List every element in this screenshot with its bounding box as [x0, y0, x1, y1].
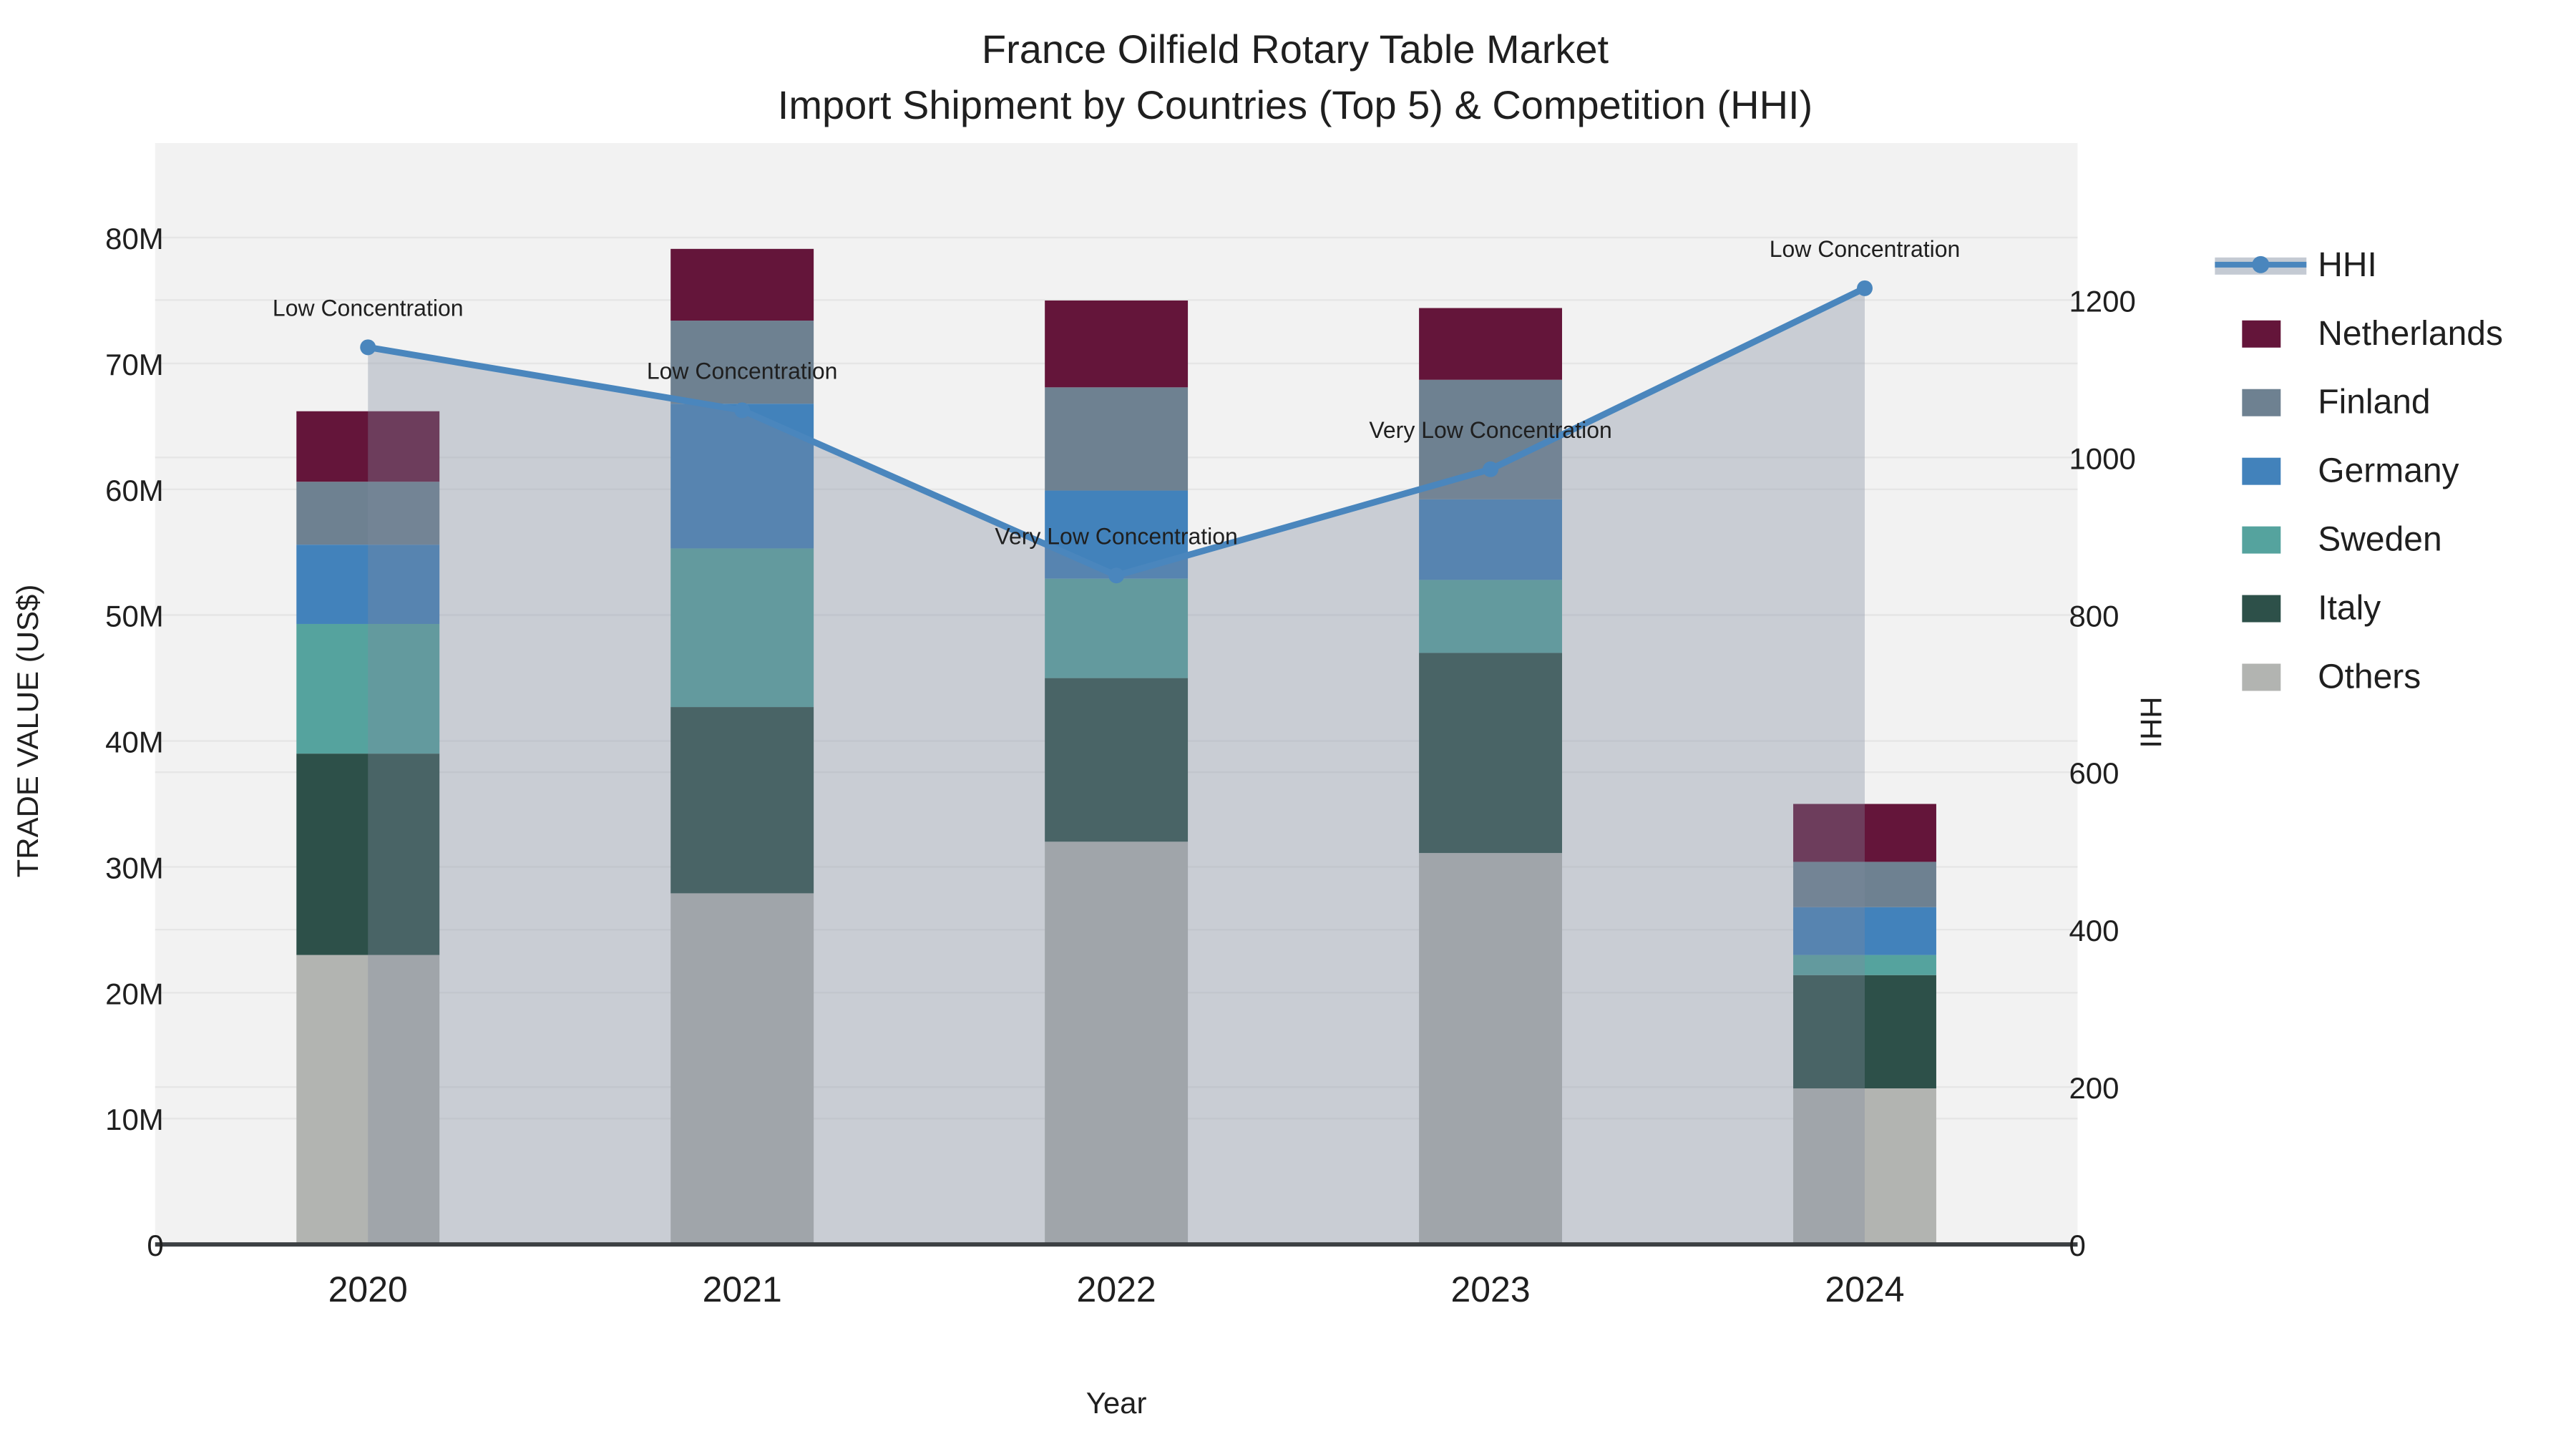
bar-segment-finland-2024[interactable] — [1793, 862, 1936, 907]
hhi-area-fill — [368, 288, 1865, 1245]
left-tick-60M: 60M — [105, 474, 164, 507]
bar-segment-others-2020[interactable] — [296, 955, 440, 1245]
left-tick-50M: 50M — [105, 600, 164, 633]
bar-segment-others-2022[interactable] — [1045, 841, 1189, 1245]
right-tick-400: 400 — [2069, 914, 2119, 947]
x-tick-2023: 2023 — [1450, 1269, 1530, 1309]
bar-segment-others-2021[interactable] — [670, 893, 814, 1245]
annotation-2020: Low Concentration — [273, 295, 464, 321]
bar-segment-netherlands-2023[interactable] — [1419, 308, 1563, 380]
annotation-2024: Low Concentration — [1770, 236, 1961, 262]
bar-segment-others-2023[interactable] — [1419, 853, 1563, 1245]
left-tick-0: 0 — [147, 1229, 163, 1262]
legend-item-others[interactable]: Others — [2242, 658, 2421, 696]
annotation-2021: Low Concentration — [647, 358, 838, 384]
legend-item-hhi[interactable]: HHI — [2215, 246, 2377, 284]
legend-label-sweden: Sweden — [2318, 521, 2441, 559]
bar-segment-netherlands-2021[interactable] — [670, 248, 814, 321]
legend: HHI Netherlands Finland Germany Sweden Italy O… — [2215, 246, 2503, 696]
right-tick-800: 800 — [2069, 599, 2119, 633]
right-tick-0: 0 — [2069, 1229, 2085, 1262]
bar-segment-finland-2020[interactable] — [296, 482, 440, 545]
right-tick-1200: 1200 — [2069, 284, 2135, 318]
bar-segment-italy-2021[interactable] — [670, 707, 814, 894]
left-tick-30M: 30M — [105, 851, 164, 884]
bar-segment-sweden-2023[interactable] — [1419, 580, 1563, 653]
right-tick-1000: 1000 — [2069, 441, 2135, 475]
bar-segment-germany-2024[interactable] — [1793, 907, 1936, 955]
legend-label-others: Others — [2318, 658, 2421, 696]
left-tick-40M: 40M — [105, 726, 164, 759]
hhi-line-layer — [360, 280, 1873, 584]
x-tick-2022: 2022 — [1077, 1269, 1156, 1309]
annotation-layer: Low Concentration Low Concentration Very L… — [273, 236, 1960, 549]
hhi-marker-2022[interactable] — [1108, 567, 1125, 584]
legend-label-netherlands: Netherlands — [2318, 315, 2503, 353]
legend-item-sweden[interactable]: Sweden — [2242, 521, 2442, 559]
legend-item-finland[interactable]: Finland — [2242, 384, 2431, 421]
annotation-2022: Very Low Concentration — [995, 523, 1237, 549]
right-tick-600: 600 — [2069, 756, 2119, 790]
hhi-marker-2023[interactable] — [1483, 461, 1499, 477]
legend-item-italy[interactable]: Italy — [2242, 590, 2381, 628]
left-y-axis-title: TRADE VALUE (US$) — [11, 585, 44, 878]
legend-swatch-italy — [2242, 595, 2281, 623]
legend-item-germany[interactable]: Germany — [2242, 452, 2459, 490]
hhi-area-layer — [368, 288, 1865, 1245]
stacked-bars-layer — [296, 248, 1936, 1245]
hhi-marker-2020[interactable] — [360, 339, 376, 356]
chart-title-line2: Import Shipment by Countries (Top 5) & C… — [778, 82, 1813, 127]
left-tick-20M: 20M — [105, 977, 164, 1010]
bar-segment-finland-2022[interactable] — [1045, 387, 1189, 491]
bar-segment-sweden-2024[interactable] — [1793, 955, 1936, 975]
bar-segment-italy-2022[interactable] — [1045, 678, 1189, 842]
x-tick-2021: 2021 — [703, 1269, 782, 1309]
legend-label-hhi: HHI — [2318, 246, 2377, 284]
legend-item-netherlands[interactable]: Netherlands — [2242, 315, 2503, 353]
legend-label-finland: Finland — [2318, 384, 2430, 421]
hhi-marker-2021[interactable] — [734, 402, 751, 419]
bar-segment-netherlands-2020[interactable] — [296, 411, 440, 482]
legend-swatch-germany — [2242, 457, 2281, 485]
bar-segment-finland-2023[interactable] — [1419, 379, 1563, 499]
right-y-axis-title: HHI — [2134, 696, 2167, 748]
legend-swatch-finland — [2242, 389, 2281, 416]
x-tick-2024: 2024 — [1825, 1269, 1904, 1309]
annotation-2023: Very Low Concentration — [1369, 417, 1611, 443]
legend-label-germany: Germany — [2318, 452, 2459, 490]
bar-segment-netherlands-2024[interactable] — [1793, 804, 1936, 862]
axis-layer: 0 10M 20M 30M 40M 50M 60M 70M 80M 0 200 400 600 800 10… — [105, 222, 2136, 1309]
right-tick-200: 200 — [2069, 1071, 2119, 1105]
bar-segment-italy-2024[interactable] — [1793, 975, 1936, 1089]
legend-label-italy: Italy — [2318, 590, 2381, 628]
x-tick-2020: 2020 — [328, 1269, 408, 1309]
legend-swatch-others — [2242, 663, 2281, 691]
bar-segment-finland-2021[interactable] — [670, 321, 814, 404]
bar-segment-italy-2023[interactable] — [1419, 653, 1563, 854]
chart-title-line1: France Oilfield Rotary Table Market — [982, 26, 1609, 72]
bar-segment-italy-2020[interactable] — [296, 753, 440, 955]
bar-segment-germany-2023[interactable] — [1419, 499, 1563, 580]
left-tick-10M: 10M — [105, 1103, 164, 1136]
bar-segment-sweden-2021[interactable] — [670, 548, 814, 708]
left-tick-70M: 70M — [105, 348, 164, 381]
legend-swatch-sweden — [2242, 526, 2281, 554]
bar-segment-netherlands-2022[interactable] — [1045, 300, 1189, 388]
left-tick-80M: 80M — [105, 222, 164, 255]
legend-hhi-marker — [2252, 255, 2270, 273]
bar-segment-germany-2020[interactable] — [296, 545, 440, 624]
bar-segment-sweden-2020[interactable] — [296, 623, 440, 754]
bar-segment-sweden-2022[interactable] — [1045, 578, 1189, 678]
legend-swatch-netherlands — [2242, 320, 2281, 348]
hhi-marker-2024[interactable] — [1857, 280, 1873, 296]
bar-segment-others-2024[interactable] — [1793, 1088, 1936, 1245]
x-axis-title: Year — [1086, 1386, 1147, 1420]
